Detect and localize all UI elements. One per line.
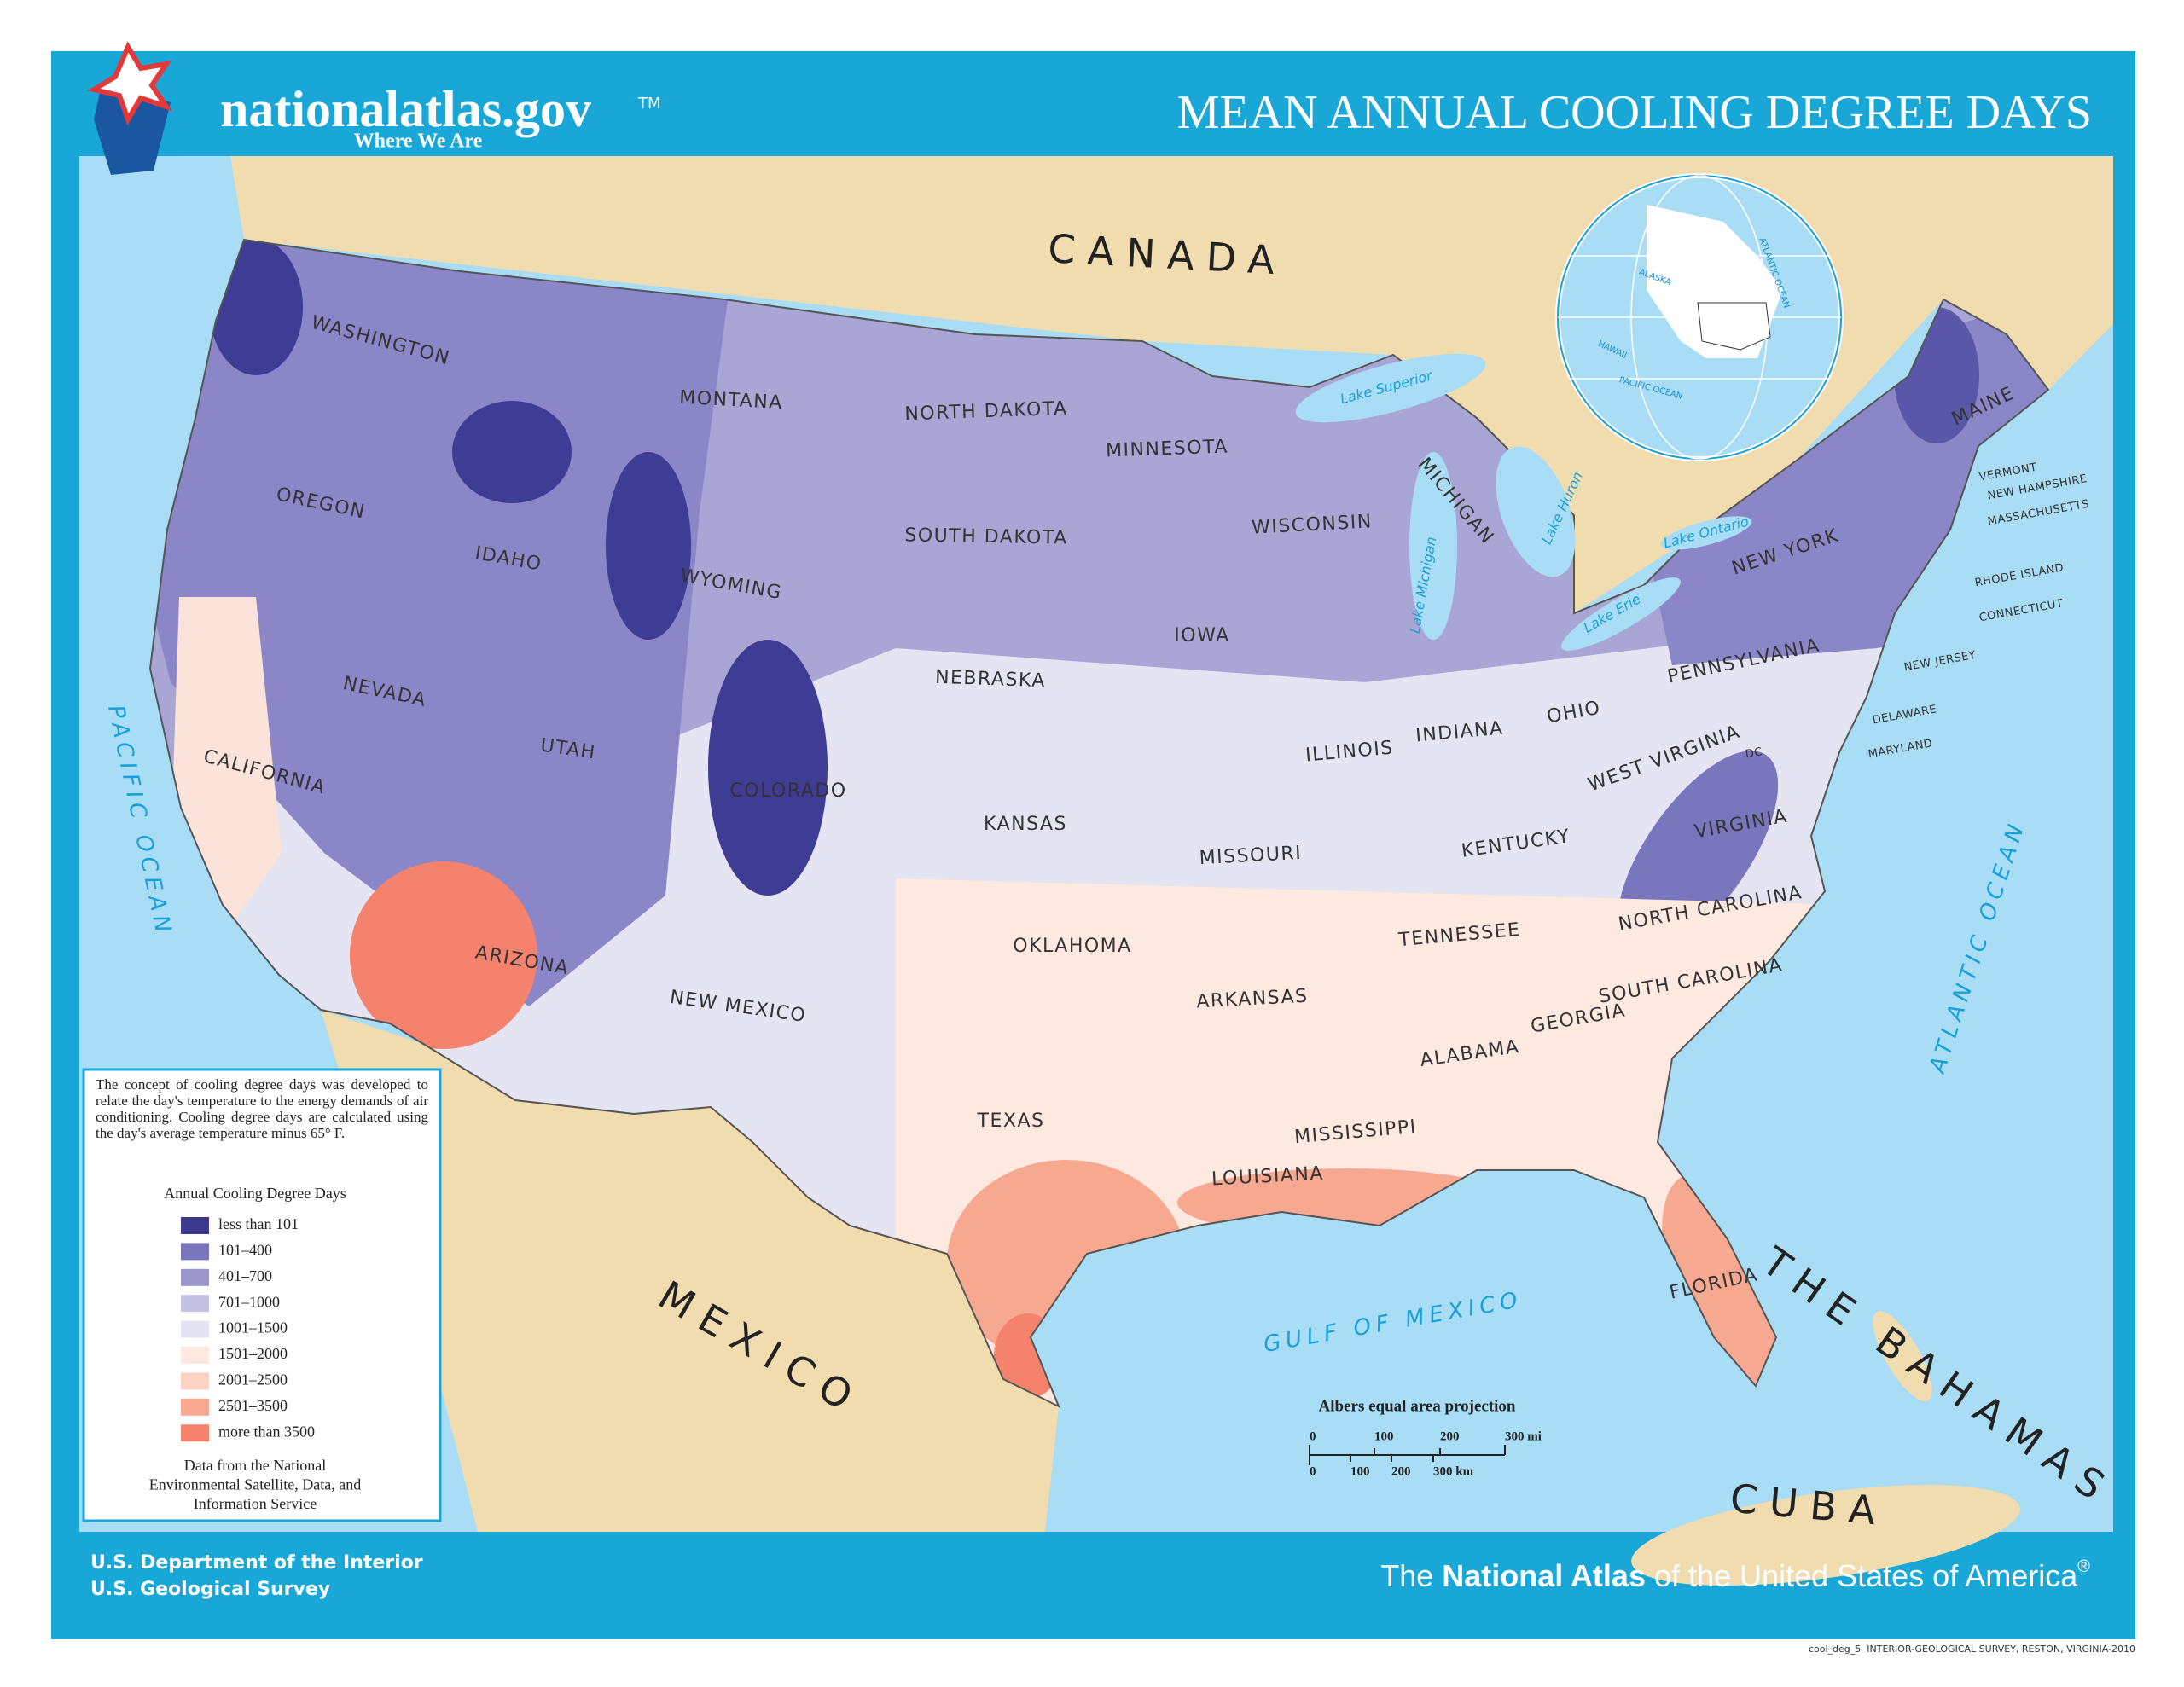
state-label: OKLAHOMA <box>1013 936 1131 957</box>
state-label: MINNESOTA <box>1106 436 1229 461</box>
lake-erie <box>1561 577 1681 651</box>
mexico <box>321 1010 1059 1532</box>
legend-label: 1501–2000 <box>218 1345 288 1362</box>
legend-swatch <box>181 1268 209 1286</box>
trademark: TM <box>637 95 661 113</box>
legend-label: 401–700 <box>218 1267 272 1284</box>
legend-swatch <box>181 1243 209 1261</box>
atlas-text: National Atlas <box>1442 1558 1646 1593</box>
legend-label: 2001–2500 <box>218 1371 288 1388</box>
legend-swatch <box>181 1347 209 1364</box>
legend-source: Information Service <box>194 1495 317 1512</box>
atlas-credit: The National Atlas of the United States … <box>1380 1557 2090 1592</box>
atlas-text: ® <box>2077 1557 2090 1576</box>
scale-bar <box>1309 1445 1506 1465</box>
scale-mi-label: 300 mi <box>1505 1429 1542 1443</box>
atlas-text: of the United States of America <box>1646 1558 2078 1593</box>
state-label: KANSAS <box>984 814 1067 835</box>
state-label: NEBRASKA <box>935 667 1047 693</box>
state-label: DC <box>1745 745 1763 761</box>
state-label: SOUTH DAKOTA <box>904 525 1068 548</box>
legend-label: 2501–3500 <box>218 1397 288 1414</box>
legend-title: Annual Cooling Degree Days <box>164 1185 346 1202</box>
atlas-text: The <box>1380 1558 1442 1593</box>
legend-label: less than 101 <box>218 1215 299 1232</box>
legend-box <box>82 1068 442 1522</box>
legend-label: 1001–1500 <box>218 1319 288 1336</box>
logo-text: nationalatlas.gov <box>220 81 591 137</box>
agency: U.S. Geological Survey <box>90 1579 330 1600</box>
logo <box>87 41 173 175</box>
legend-label: more than 3500 <box>218 1423 315 1440</box>
legend-swatch <box>181 1217 209 1234</box>
legend-swatch <box>181 1295 209 1313</box>
legend-swatch <box>181 1372 209 1390</box>
lake-superior <box>1295 353 1486 423</box>
lake-ontario <box>1660 516 1752 550</box>
agency: U.S. Department of the Interior <box>90 1552 423 1574</box>
scale-km-label: 200 <box>1391 1464 1411 1478</box>
projection: Albers equal area projection <box>1319 1397 1516 1415</box>
bahamas <box>1873 1311 1932 1401</box>
tagline: Where We Are <box>354 130 483 153</box>
scale-mi-label: 0 <box>1310 1429 1316 1443</box>
legend-source: Data from the National <box>184 1457 326 1474</box>
globe <box>1555 173 1844 461</box>
legend-swatch <box>181 1424 209 1442</box>
scale-km-label: 0 <box>1310 1464 1316 1478</box>
legend-note: The concept of cooling degree days was d… <box>96 1076 428 1141</box>
map-title: MEAN ANNUAL COOLING DEGREE DAYS <box>1177 86 2092 139</box>
state-label: COLORADO <box>729 780 846 802</box>
scale-km-label: 300 km <box>1433 1464 1474 1478</box>
legend-label: 701–1000 <box>218 1293 280 1310</box>
state-label: IOWA <box>1174 625 1229 646</box>
lake-michigan <box>1409 452 1457 640</box>
scale-mi-label: 200 <box>1440 1429 1460 1443</box>
lake-huron <box>1496 446 1576 577</box>
credit: cool_deg_5 INTERIOR-GEOLOGICAL SURVEY, R… <box>1809 1644 2135 1655</box>
legend-source: Environmental Satellite, Data, and <box>149 1476 361 1493</box>
legend-label: 101–400 <box>218 1242 272 1259</box>
legend-swatch <box>181 1320 209 1338</box>
cuba <box>1631 1485 2020 1586</box>
scale-mi-label: 100 <box>1374 1429 1394 1443</box>
legend-swatch <box>181 1398 209 1416</box>
scale-km-label: 100 <box>1350 1464 1370 1478</box>
state-label: TEXAS <box>977 1110 1045 1132</box>
